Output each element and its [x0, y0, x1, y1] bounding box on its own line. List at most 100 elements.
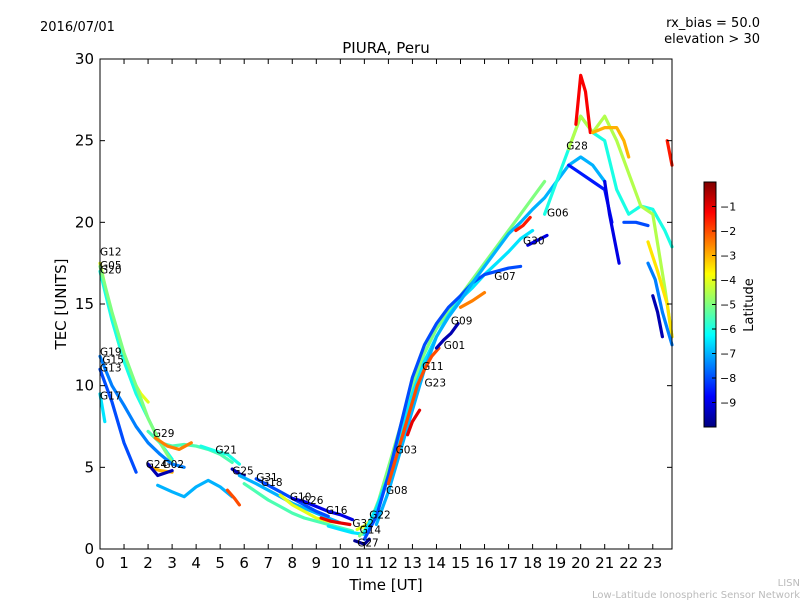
colorbar-tick-label: −7 [720, 348, 736, 361]
x-tick-label: 21 [595, 554, 614, 572]
tec-track-44 [665, 139, 674, 167]
satellite-label-g07: G07 [494, 271, 516, 283]
colorbar-tick-label: −9 [720, 397, 736, 410]
x-tick-label: 2 [143, 554, 153, 572]
satellite-label-g19: G19 [100, 346, 122, 358]
satellite-label-g29: G29 [153, 428, 175, 440]
colorbar-tick-label: −3 [720, 250, 736, 263]
satellite-label-g16: G16 [326, 505, 348, 517]
footer-org-short: LISN [778, 578, 800, 589]
y-tick-label: 30 [75, 50, 94, 68]
tec-track-33 [526, 233, 549, 247]
tec-track-20 [319, 516, 352, 527]
tec-track-30 [434, 322, 460, 350]
x-tick-label: 12 [379, 554, 398, 572]
satellite-label-g17: G17 [100, 391, 122, 403]
colorbar-tick-label: −1 [720, 201, 736, 214]
tec-track-6 [98, 392, 107, 424]
tec-track-29 [406, 408, 422, 437]
satellite-label-g21: G21 [215, 444, 237, 456]
x-tick-label: 16 [475, 554, 494, 572]
x-tick-label: 23 [643, 554, 662, 572]
chart-title: PIURA, Peru [342, 39, 429, 57]
tec-track-31 [458, 291, 487, 309]
satellite-label-g02: G02 [163, 459, 185, 471]
x-tick-label: 5 [215, 554, 225, 572]
satellite-label-g01: G01 [444, 340, 466, 352]
x-tick-label: 17 [499, 554, 518, 572]
satellite-label-g30: G30 [523, 235, 545, 247]
x-tick-label: 11 [355, 554, 374, 572]
colorbar-tick-label: −8 [720, 372, 736, 385]
satellite-label-g28: G28 [566, 141, 588, 153]
tec-track-4 [98, 354, 186, 469]
tec-track-13 [225, 488, 241, 507]
satellite-label-g14: G14 [360, 524, 382, 536]
satellite-label-g10: G10 [290, 492, 312, 504]
satellite-label-g15: G15 [102, 355, 124, 367]
x-tick-label: 19 [547, 554, 566, 572]
tec-track-5 [98, 367, 138, 474]
tec-track-22 [353, 537, 371, 546]
x-axis-label: Time [UT] [348, 576, 422, 594]
y-tick-label: 15 [75, 295, 94, 313]
colorbar-label: Latitude [742, 278, 757, 332]
tec-track-36 [574, 73, 592, 135]
y-tick-label: 20 [75, 213, 94, 231]
satellite-label-g32: G32 [352, 518, 374, 530]
tec-track-43 [651, 294, 665, 339]
y-axis-label: TEC [UNITS] [52, 259, 70, 351]
satellite-label-g09: G09 [451, 315, 473, 327]
tec-track-24 [358, 179, 547, 538]
tec-track-37 [591, 125, 631, 159]
y-tick-label: 25 [75, 132, 94, 150]
x-tick-label: 1 [119, 554, 129, 572]
tec-track-10 [146, 462, 174, 478]
satellite-label-g06: G06 [547, 208, 569, 220]
satellite-label-g13: G13 [100, 363, 122, 375]
tec-track-11 [156, 478, 234, 499]
colorbar: −1 −2 −3 −4 −5 −6 −7 −8 −9 [703, 181, 736, 428]
satellite-label-g24: G24 [146, 459, 168, 471]
tec-track-35 [567, 114, 674, 339]
satellite-label-g08: G08 [386, 485, 408, 497]
x-tick-label: 18 [523, 554, 542, 572]
satellite-label-g11: G11 [422, 361, 444, 373]
x-tick-label: 9 [312, 554, 322, 572]
x-tick-label: 8 [287, 554, 297, 572]
tec-track-26 [362, 264, 523, 541]
axes: 0 1 2 3 4 5 6 7 8 9 10 11 12 13 14 15 16 17 18 19 20 21 22 2305… [75, 50, 672, 572]
satellite-label-g23: G23 [425, 377, 447, 389]
y-tick-label: 5 [84, 458, 94, 476]
colorbar-tick-label: −5 [720, 299, 736, 312]
x-tick-label: 0 [95, 554, 105, 572]
tec-track-27 [374, 155, 607, 527]
x-tick-label: 13 [403, 554, 422, 572]
x-tick-label: 4 [191, 554, 201, 572]
tec-track-34 [542, 114, 674, 249]
tec-track-32 [514, 215, 532, 233]
satellite-label-g26: G26 [302, 495, 324, 507]
x-tick-label: 15 [451, 554, 470, 572]
rx-bias-label: rx_bias = 50.0 [666, 16, 760, 31]
tec-track-40 [622, 220, 650, 228]
footer-org-long: Low-Latitude Ionospheric Sensor Network [592, 590, 800, 600]
colorbar-tick-label: −6 [720, 323, 736, 336]
satellite-label-g05: G05 [100, 260, 122, 272]
y-tick-label: 0 [84, 540, 94, 558]
satellite-label-g12: G12 [100, 247, 122, 259]
satellite-label-g18: G18 [261, 477, 283, 489]
x-tick-label: 22 [619, 554, 638, 572]
tec-track-19 [290, 496, 354, 522]
colorbar-tick-label: −2 [720, 225, 736, 238]
tec-track-21 [326, 524, 366, 536]
satellite-label-g31: G31 [256, 472, 278, 484]
x-tick-label: 20 [571, 554, 590, 572]
x-tick-label: 3 [167, 554, 177, 572]
tec-track-39 [603, 179, 621, 265]
satellite-label-g20: G20 [100, 265, 122, 277]
tec-track-1 [98, 261, 150, 404]
x-tick-label: 14 [427, 554, 446, 572]
tec-track-12 [199, 444, 241, 466]
tec-track-41 [646, 240, 674, 339]
